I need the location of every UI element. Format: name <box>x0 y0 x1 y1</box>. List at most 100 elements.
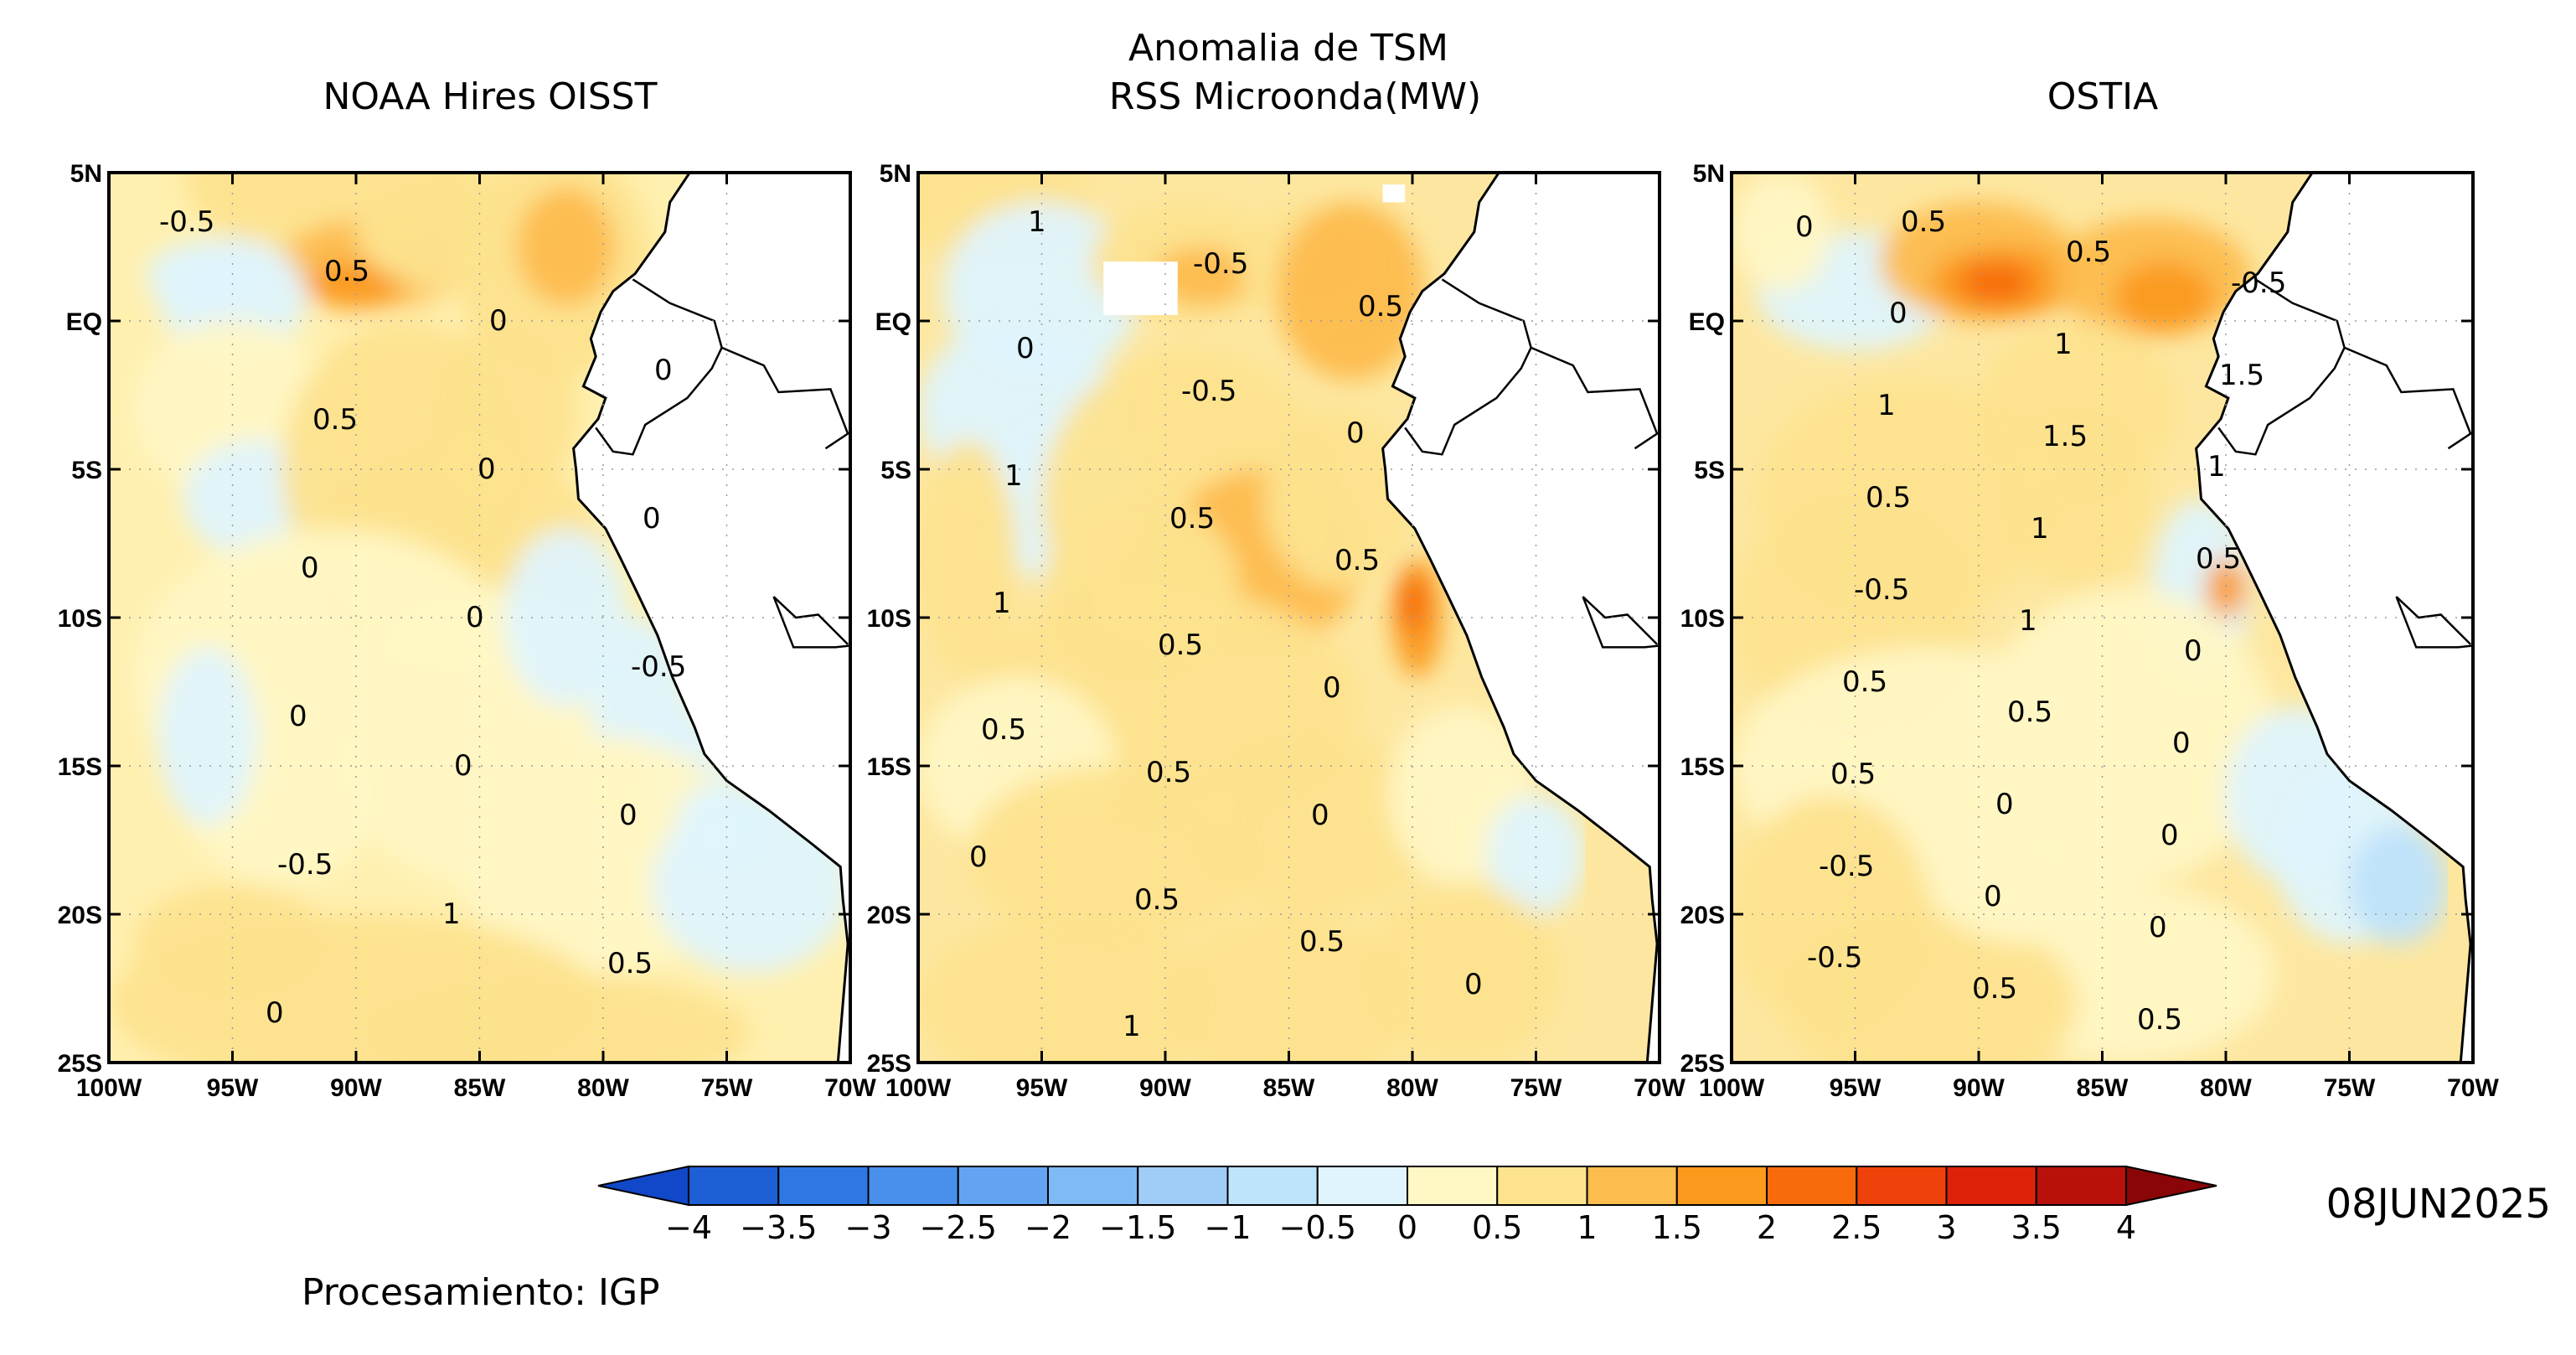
land-mass <box>2195 173 2473 1063</box>
lon-tick-label: 85W <box>2077 1074 2129 1102</box>
lat-tick-label: 5S <box>71 457 102 484</box>
lat-tick-label: 5S <box>880 457 911 484</box>
contour-label: 1 <box>1123 1010 1141 1043</box>
lon-tick-label: 90W <box>1953 1074 2005 1102</box>
lat-tick-label: 10S <box>58 605 102 633</box>
colorbar-level-label: 3.5 <box>2011 1209 2062 1246</box>
contour-label: 0.5 <box>1866 481 1911 515</box>
colorbar-bin <box>777 1166 870 1206</box>
colorbar-bin <box>1047 1166 1139 1206</box>
colorbar-bin <box>688 1166 780 1206</box>
lat-tick-label: EQ <box>875 308 911 336</box>
contour-label: 0.5 <box>2196 542 2241 576</box>
anomaly-region <box>1979 587 2275 885</box>
anomaly-region <box>1732 173 1830 292</box>
lon-tick-label: 70W <box>2447 1074 2499 1102</box>
lon-tick-label: 75W <box>1510 1074 1562 1102</box>
lat-tick-label: EQ <box>66 308 102 336</box>
contour-label: 0.5 <box>1169 502 1215 535</box>
contour-label: 0 <box>289 700 307 733</box>
colorbar-level-label: 2.5 <box>1831 1209 1882 1246</box>
contour-label: -0.5 <box>1819 850 1874 883</box>
contour-label: 1 <box>442 897 461 931</box>
lon-tick-label: 100W <box>76 1074 142 1102</box>
lat-tick-label: 5N <box>70 160 102 188</box>
country-border <box>1531 346 1659 450</box>
colorbar-level-label: −0.5 <box>1279 1209 1356 1246</box>
map-panel-noaa: -0.5 0.5 0 0 0.5 0 0 0 0 -0.5 0 0 0 -0.5 1 0.5 0 5N EQ 5S 10… <box>58 160 878 1102</box>
contour-label: -0.5 <box>1807 941 1862 975</box>
anomaly-region <box>356 973 751 1063</box>
colorbar-level-label: 0 <box>1397 1209 1417 1246</box>
contour-label: 1 <box>1877 389 1896 422</box>
anomaly-region <box>158 237 307 357</box>
colorbar-bin <box>957 1166 1049 1206</box>
country-border <box>1582 596 1660 649</box>
contour-label: 0.5 <box>1901 205 1946 239</box>
contour-label: 0.5 <box>981 713 1026 747</box>
lon-tick-label: 100W <box>885 1074 952 1102</box>
lon-tick-label: 75W <box>2324 1074 2376 1102</box>
panel-title-noaa: NOAA Hires OISST <box>323 75 658 118</box>
lon-tick-label: 80W <box>2200 1074 2252 1102</box>
country-border <box>2478 721 2501 849</box>
contour-label: 0.5 <box>1146 756 1191 789</box>
anomaly-region <box>2349 825 2449 944</box>
contour-label: 1 <box>1028 205 1046 239</box>
anomaly-blobs <box>1732 173 2449 1063</box>
lon-tick-label: 95W <box>1016 1074 1068 1102</box>
lon-tick-label: 90W <box>1139 1074 1191 1102</box>
contour-label: 0.5 <box>2137 1003 2182 1037</box>
lon-tick-label: 80W <box>1386 1074 1438 1102</box>
contour-label: 0 <box>643 502 661 535</box>
colorbar-bin <box>1496 1166 1588 1206</box>
lat-tick-label: 25S <box>1680 1050 1725 1078</box>
colorbar-bin <box>1316 1166 1408 1206</box>
anomaly-region <box>1276 202 1425 380</box>
contour-label: -0.5 <box>2231 266 2286 300</box>
contour-label: -0.5 <box>631 650 686 684</box>
colorbar-bin <box>867 1166 959 1206</box>
contour-label: 0.5 <box>1334 544 1380 577</box>
colorbar-under-arrow <box>597 1165 689 1207</box>
lat-tick-label: 5N <box>880 160 911 188</box>
colorbar-bin <box>1137 1166 1229 1206</box>
contour-label: 1 <box>993 587 1011 620</box>
lon-tick-label: 85W <box>454 1074 506 1102</box>
map-panel-rss: 1 -0.5 0.5 0 -0.5 0 1 0.5 0.5 1 0.5 0 0.5 0.5 0 0 0.5 0.5… <box>867 160 1686 1102</box>
anomaly-region <box>133 884 332 1004</box>
lat-tick-label: 20S <box>1680 902 1725 929</box>
contour-label: 0 <box>1016 332 1035 365</box>
lat-tick-label: 15S <box>58 753 102 781</box>
date-label: 08JUN2025 <box>2326 1181 2551 1228</box>
contour-label: 0.5 <box>1134 883 1180 917</box>
country-border <box>855 721 878 849</box>
anomaly-region <box>968 766 1264 944</box>
contour-label: 0 <box>2172 727 2191 760</box>
anomaly-region <box>1397 572 1427 633</box>
contour-label: 1 <box>1004 459 1023 493</box>
lon-tick-label: 100W <box>1699 1074 1765 1102</box>
lat-tick-label: 25S <box>58 1050 102 1078</box>
contour-label: 0.5 <box>2007 696 2052 729</box>
contour-label: 1.5 <box>2042 420 2088 453</box>
anomaly-region <box>1190 736 1438 914</box>
colorbar: −4 −3.5 −3 −2.5 −2 −1.5 −1 −0.5 0 0.5 1 1.5 2 2.5 3 3.5… <box>597 1165 2217 1246</box>
contour-label: 0 <box>1995 788 2014 821</box>
contour-label: 0 <box>478 453 496 486</box>
anomaly-region <box>918 439 1017 677</box>
panel-title-rss: RSS Microonda(MW) <box>1109 75 1481 118</box>
anomaly-region <box>1959 261 2033 303</box>
contour-label: 0 <box>1323 671 1341 705</box>
contour-label: 0.5 <box>1158 628 1203 662</box>
contour-label: 0.5 <box>1830 758 1876 791</box>
colorbar-bin <box>1766 1166 1858 1206</box>
country-border <box>2395 596 2473 649</box>
contour-label: 1 <box>2031 512 2049 546</box>
contour-label: -0.5 <box>1193 247 1248 281</box>
contour-label: 0.5 <box>607 947 653 980</box>
anomaly-region <box>1781 914 2078 1063</box>
contour-label: 0 <box>654 354 673 387</box>
anomaly-region <box>677 780 777 870</box>
